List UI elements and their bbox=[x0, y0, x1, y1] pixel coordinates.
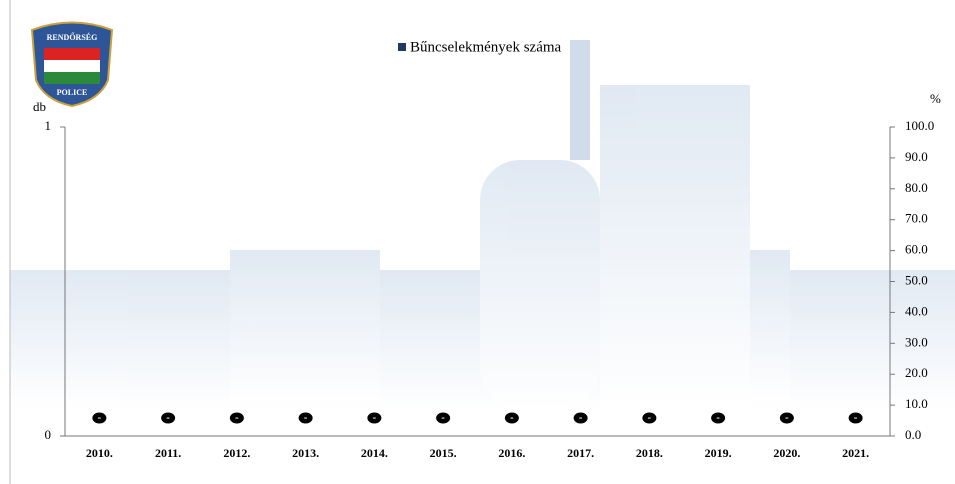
y2-tick-label: 40.0 bbox=[905, 303, 928, 318]
legend-swatch bbox=[398, 43, 406, 51]
data-label: - bbox=[235, 412, 239, 424]
y2-tick-label: 0.0 bbox=[905, 427, 921, 442]
x-tick-label: 2021. bbox=[842, 446, 869, 460]
logo-text: POLICE bbox=[57, 88, 88, 97]
data-label-bg bbox=[573, 412, 588, 424]
x-tick-label: 2010. bbox=[86, 446, 113, 460]
y-tick-label: 0 bbox=[45, 427, 52, 442]
x-tick-label: 2012. bbox=[223, 446, 250, 460]
data-label-bg bbox=[642, 412, 657, 424]
data-label-bg bbox=[848, 412, 863, 424]
data-label: - bbox=[716, 412, 720, 424]
data-label: - bbox=[510, 412, 514, 424]
data-label-bg bbox=[367, 412, 382, 424]
x-tick-label: 2020. bbox=[773, 446, 800, 460]
data-label-bg bbox=[161, 412, 176, 424]
y-tick-label: 1 bbox=[45, 118, 52, 133]
data-label-bg bbox=[298, 412, 313, 424]
x-tick-label: 2017. bbox=[567, 446, 594, 460]
y2-tick-label: 20.0 bbox=[905, 365, 928, 380]
data-label-bg bbox=[229, 412, 244, 424]
data-label-bg bbox=[436, 412, 451, 424]
data-label: - bbox=[854, 412, 858, 424]
data-label-bg bbox=[504, 412, 519, 424]
data-label: - bbox=[166, 412, 170, 424]
logo: RENDŐRSÉG POLICE bbox=[30, 21, 114, 108]
x-tick-label: 2013. bbox=[292, 446, 319, 460]
y2-tick-label: 10.0 bbox=[905, 396, 928, 411]
y2-tick-label: 60.0 bbox=[905, 242, 928, 257]
y2-tick-label: 50.0 bbox=[905, 272, 928, 287]
legend-label: Bűncselekmények száma bbox=[410, 39, 562, 55]
data-label-bg bbox=[779, 412, 794, 424]
logo-text: RENDŐRSÉG bbox=[47, 32, 98, 42]
y2-tick-label: 100.0 bbox=[905, 118, 934, 133]
x-tick-label: 2015. bbox=[430, 446, 457, 460]
data-label: - bbox=[579, 412, 583, 424]
background bbox=[10, 40, 955, 410]
y-axis-label: db bbox=[33, 99, 46, 114]
data-label: - bbox=[785, 412, 789, 424]
y2-tick-label: 80.0 bbox=[905, 180, 928, 195]
x-tick-label: 2014. bbox=[361, 446, 388, 460]
data-label-bg bbox=[711, 412, 726, 424]
data-label: - bbox=[648, 412, 652, 424]
x-tick-label: 2018. bbox=[636, 446, 663, 460]
data-label: - bbox=[304, 412, 308, 424]
data-label-bg bbox=[92, 412, 107, 424]
y2-tick-label: 70.0 bbox=[905, 211, 928, 226]
y2-tick-label: 30.0 bbox=[905, 334, 928, 349]
y2-axis-label: % bbox=[930, 91, 941, 106]
x-tick-label: 2019. bbox=[705, 446, 732, 460]
data-label: - bbox=[98, 412, 102, 424]
y2-tick-label: 90.0 bbox=[905, 149, 928, 164]
x-tick-label: 2011. bbox=[155, 446, 181, 460]
data-label: - bbox=[441, 412, 445, 424]
data-label: - bbox=[373, 412, 377, 424]
x-tick-label: 2016. bbox=[498, 446, 525, 460]
